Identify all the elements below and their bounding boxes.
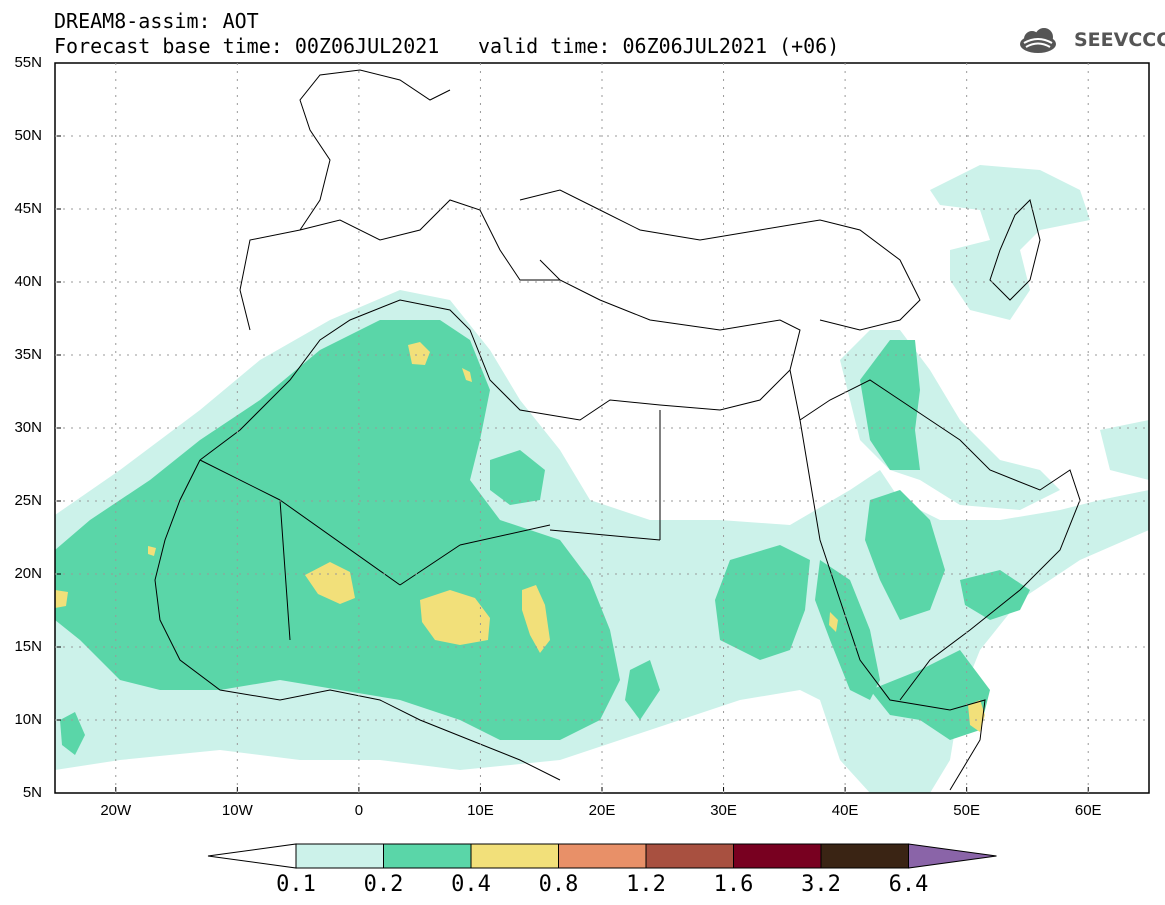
- colorbar-segment: [295, 843, 384, 869]
- map-title: DREAM8-assim: AOT: [54, 9, 259, 33]
- colorbar-segment: [558, 843, 647, 869]
- coastlines: [154, 69, 1081, 791]
- lat-label: 5N: [22, 784, 42, 801]
- colorbar-label: 0.2: [363, 872, 404, 897]
- lon-label: 40E: [831, 802, 859, 819]
- aot-contour-green: [55, 320, 1030, 755]
- valid-time: valid time: 06Z06JUL2021 (+06): [478, 34, 840, 58]
- lat-label: 20N: [14, 565, 42, 582]
- colorbar-segment: [820, 843, 909, 869]
- lat-label: 35N: [14, 346, 42, 363]
- lat-label: 55N: [14, 54, 42, 71]
- colorbar-segment: [383, 843, 472, 869]
- aot-contour-yellow: [55, 342, 985, 732]
- lon-label: 10W: [221, 802, 253, 819]
- colorbar-low-arrow: [207, 843, 297, 869]
- colorbar-label: 1.6: [713, 872, 754, 897]
- colorbar-label: 1.2: [626, 872, 666, 897]
- lon-label: 10E: [467, 802, 494, 819]
- cloud-logo-icon: [1020, 28, 1056, 53]
- colorbar-label: 0.4: [451, 872, 491, 897]
- logo-text: SEEVCCC: [1074, 29, 1165, 51]
- lat-label: 25N: [14, 492, 42, 509]
- lat-label: 15N: [14, 638, 42, 655]
- lon-label: 30E: [710, 802, 737, 819]
- lat-label: 50N: [14, 127, 42, 144]
- lon-label: 0: [354, 802, 364, 819]
- colorbar-label: 6.4: [888, 872, 929, 897]
- lat-label: 30N: [14, 419, 42, 436]
- colorbar-label: 0.8: [538, 872, 579, 897]
- lat-label: 40N: [14, 273, 42, 290]
- colorbar-label: 0.1: [276, 872, 316, 897]
- colorbar-label: 3.2: [801, 872, 841, 897]
- lat-label: 45N: [14, 200, 42, 217]
- lon-label: 20W: [100, 802, 132, 819]
- lat-label: 10N: [14, 711, 42, 728]
- lon-label: 60E: [1074, 802, 1102, 819]
- colorbar: [207, 843, 997, 869]
- colorbar-high-arrow: [908, 843, 997, 869]
- lon-label: 50E: [953, 802, 980, 819]
- colorbar-segment: [645, 843, 734, 869]
- colorbar-segment: [733, 843, 822, 869]
- lon-label: 20E: [588, 802, 616, 819]
- forecast-base-time: Forecast base time: 00Z06JUL2021: [54, 34, 440, 58]
- colorbar-segment: [470, 843, 559, 869]
